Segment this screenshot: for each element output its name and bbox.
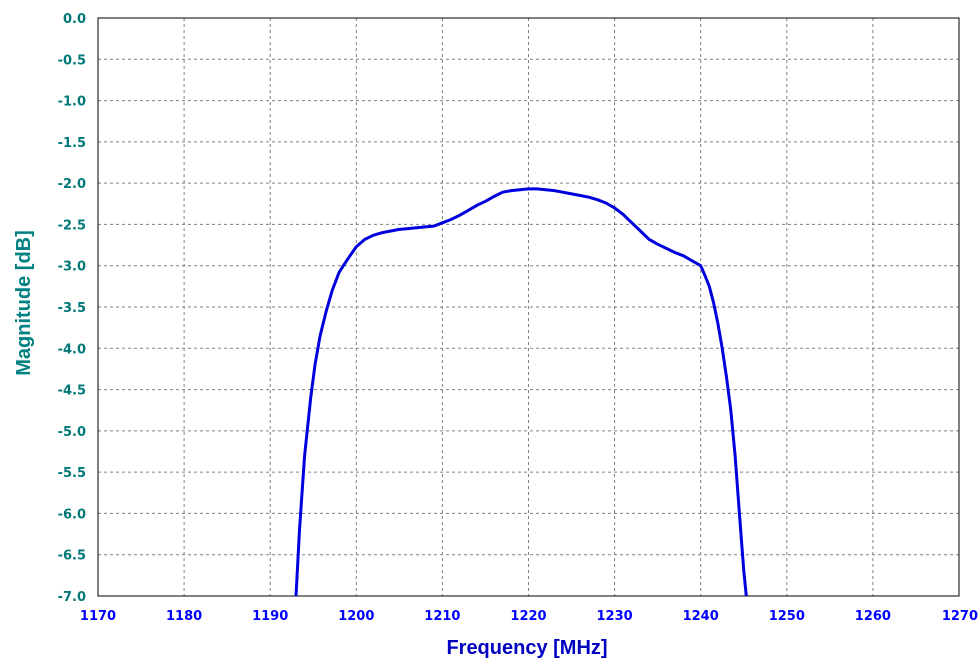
y-tick-label: -6.0 [58, 507, 86, 522]
y-tick-label: -0.5 [58, 53, 86, 68]
x-tick-label: 1250 [769, 609, 805, 624]
plot-frame [97, 17, 960, 597]
x-tick-label: 1220 [510, 609, 546, 624]
magnitude-series-line [294, 187, 748, 597]
y-tick-label: -2.5 [58, 218, 86, 233]
x-tick-labels: 1170 1180 1190 1200 1210 1220 1230 1240 1250 1260… [80, 609, 978, 624]
x-tick-label: 1180 [166, 609, 202, 624]
x-tick-label: 1260 [855, 609, 891, 624]
y-tick-label: -5.0 [58, 425, 86, 440]
y-tick-label: -1.5 [58, 136, 86, 151]
y-tick-label: -4.0 [58, 342, 86, 357]
x-tick-label: 1240 [683, 609, 719, 624]
y-tick-label: 0.0 [63, 12, 86, 27]
y-tick-label: -3.5 [58, 301, 86, 316]
y-tick-label: -3.0 [58, 260, 86, 275]
grid [98, 18, 959, 596]
x-tick-label: 1170 [80, 609, 116, 624]
x-tick-label: 1200 [338, 609, 374, 624]
y-axis-title: Magnitude [dB] [13, 230, 35, 376]
y-tick-label: -2.0 [58, 177, 86, 192]
y-tick-label: -5.5 [58, 466, 86, 481]
y-tick-labels: 0.0 -0.5 -1.0 -1.5 -2.0 -2.5 -3.0 -3.5 -4.0 -4.5 -… [58, 12, 86, 605]
y-tick-label: -1.0 [58, 95, 86, 110]
y-tick-label: -7.0 [58, 590, 86, 605]
x-tick-label: 1190 [252, 609, 288, 624]
y-tick-label: -6.5 [58, 549, 86, 564]
x-tick-label: 1210 [424, 609, 460, 624]
x-tick-label: 1230 [597, 609, 633, 624]
x-tick-label: 1270 [942, 609, 978, 624]
x-axis-title: Frequency [MHz] [446, 637, 607, 659]
y-tick-label: -4.5 [58, 384, 86, 399]
